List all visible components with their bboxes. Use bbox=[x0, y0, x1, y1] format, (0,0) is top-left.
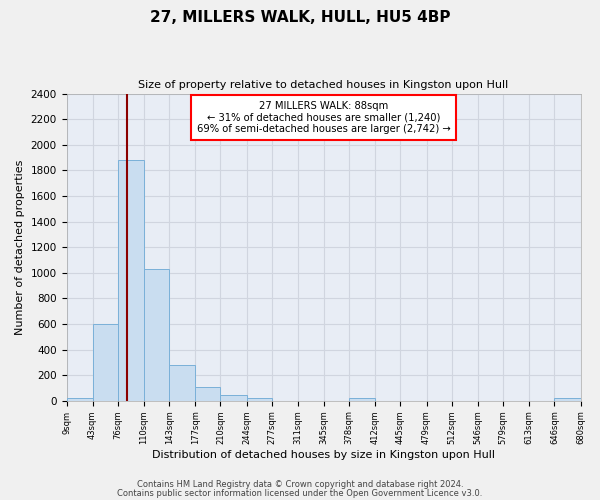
X-axis label: Distribution of detached houses by size in Kingston upon Hull: Distribution of detached houses by size … bbox=[152, 450, 495, 460]
Bar bbox=[169, 365, 195, 400]
Y-axis label: Number of detached properties: Number of detached properties bbox=[15, 160, 25, 335]
Text: Contains public sector information licensed under the Open Government Licence v3: Contains public sector information licen… bbox=[118, 488, 482, 498]
Bar bbox=[92, 324, 118, 400]
Bar bbox=[118, 160, 144, 400]
Bar bbox=[144, 269, 169, 400]
Bar bbox=[195, 386, 220, 400]
Text: Contains HM Land Registry data © Crown copyright and database right 2024.: Contains HM Land Registry data © Crown c… bbox=[137, 480, 463, 489]
Title: Size of property relative to detached houses in Kingston upon Hull: Size of property relative to detached ho… bbox=[139, 80, 509, 90]
Text: 27 MILLERS WALK: 88sqm
← 31% of detached houses are smaller (1,240)
69% of semi-: 27 MILLERS WALK: 88sqm ← 31% of detached… bbox=[197, 101, 451, 134]
Bar bbox=[220, 395, 247, 400]
Bar bbox=[349, 398, 375, 400]
Text: 27, MILLERS WALK, HULL, HU5 4BP: 27, MILLERS WALK, HULL, HU5 4BP bbox=[150, 10, 450, 25]
Bar bbox=[67, 398, 92, 400]
Bar bbox=[554, 398, 581, 400]
Bar bbox=[247, 398, 272, 400]
